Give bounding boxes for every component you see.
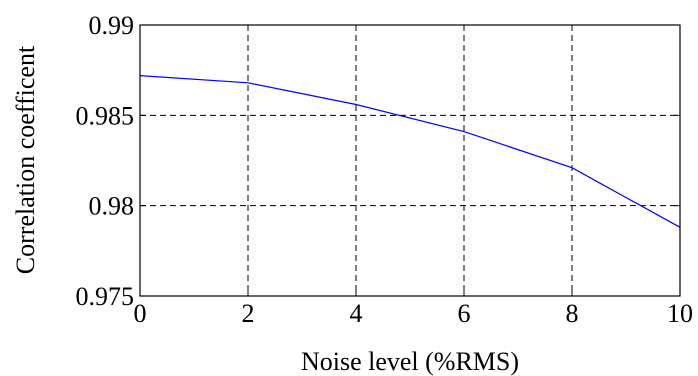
y-tick-label: 0.985: [76, 101, 135, 130]
x-tick-label: 8: [566, 299, 579, 328]
x-tick-label: 4: [350, 299, 363, 328]
x-tick-label: 6: [458, 299, 471, 328]
plot-area: [140, 25, 680, 296]
plot-frame: [139, 24, 681, 297]
y-tick-label: 0.99: [89, 11, 135, 40]
x-tick-label: 2: [242, 299, 255, 328]
grid-lines: [140, 25, 680, 296]
series-layer: [139, 75, 681, 228]
tick-marks: [139, 24, 681, 297]
y-tick-label: 0.98: [89, 192, 135, 221]
y-tick-labels: 0.975 0.98 0.985 0.99: [76, 11, 135, 311]
y-tick-label: 0.975: [76, 282, 135, 311]
x-tick-labels: 0 2 4 6 8 10: [134, 299, 694, 328]
x-tick-label: 10: [667, 299, 693, 328]
x-axis-title: Noise level (%RMS): [301, 347, 519, 376]
x-tick-label: 0: [134, 299, 147, 328]
series-line: [139, 75, 681, 228]
y-axis-title: Correlation coefficent: [11, 45, 40, 274]
